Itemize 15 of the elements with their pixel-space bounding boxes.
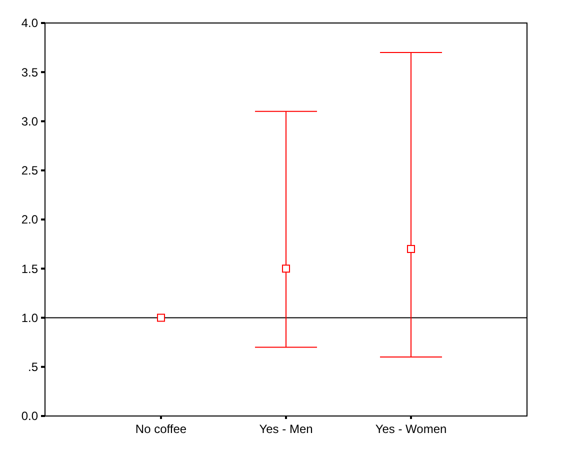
- x-tick-label: No coffee: [135, 422, 187, 436]
- point: [282, 264, 290, 273]
- x-tick-label: Yes - Men: [259, 422, 313, 436]
- y-tick-label: 2.5: [21, 164, 38, 178]
- y-tick-label: 1.0: [21, 310, 38, 325]
- y-tick-label: 2.0: [21, 212, 38, 227]
- y-tick-label: 3.0: [21, 114, 38, 128]
- y-tick-label: .5: [28, 360, 38, 374]
- point: [157, 314, 165, 322]
- y-tick-label: 4.0: [21, 16, 38, 30]
- y-tick-label: 3.5: [21, 65, 38, 80]
- y-tick-label: 1.5: [21, 262, 38, 276]
- point: [407, 244, 415, 253]
- x-tick-label: Yes - Women: [375, 422, 447, 436]
- y-tick-label: 0.0: [21, 409, 38, 424]
